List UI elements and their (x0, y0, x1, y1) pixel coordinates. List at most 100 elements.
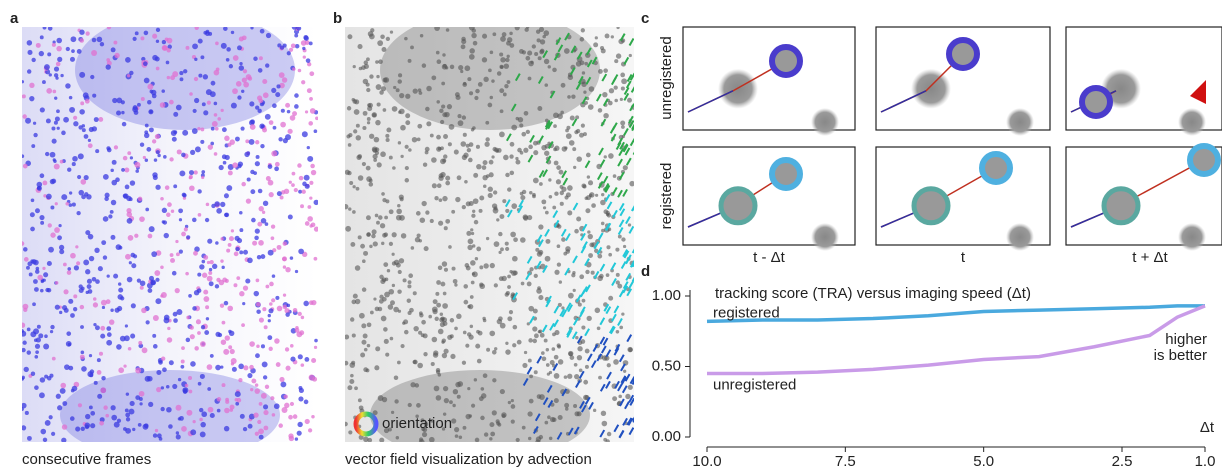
cell (128, 197, 133, 202)
cell (412, 291, 417, 296)
cell (112, 97, 118, 104)
vector (546, 295, 552, 304)
cell (106, 332, 112, 337)
vector (625, 254, 632, 263)
cell (589, 192, 595, 198)
cell (589, 242, 595, 248)
cell (280, 121, 286, 128)
cell (499, 109, 504, 114)
vector (592, 344, 599, 352)
cell (106, 339, 113, 346)
cell (532, 177, 539, 184)
vector (532, 426, 539, 434)
cell (155, 150, 160, 155)
cell (606, 363, 611, 368)
cell (487, 192, 493, 199)
vector (576, 51, 583, 60)
vector (629, 376, 634, 385)
cell (608, 88, 615, 94)
cell (97, 393, 103, 399)
cell (284, 347, 290, 352)
cell (99, 42, 105, 47)
cell (192, 43, 198, 50)
cell (26, 350, 32, 355)
cell (204, 217, 210, 223)
cell (83, 174, 89, 181)
cell (175, 431, 180, 435)
cell (128, 261, 132, 265)
cell (294, 43, 300, 49)
cell (245, 139, 250, 144)
cell (235, 81, 242, 87)
vector (585, 47, 592, 56)
cell (571, 94, 576, 99)
cell (439, 312, 444, 317)
cell (209, 412, 215, 419)
cell (25, 117, 32, 124)
vector (584, 396, 591, 405)
cell (45, 118, 51, 124)
cell (606, 245, 611, 250)
cell (303, 399, 309, 405)
cell (547, 415, 551, 419)
cell (179, 77, 184, 82)
cell (522, 362, 528, 369)
x-tick-label: 10.0 (692, 453, 721, 467)
cell (505, 57, 510, 63)
cell (198, 73, 203, 78)
cell (544, 118, 549, 123)
cell (212, 263, 218, 270)
vector (598, 147, 604, 156)
cell (548, 436, 553, 441)
cell (536, 288, 542, 294)
cell (385, 133, 390, 138)
cell (215, 364, 221, 371)
cell (360, 352, 366, 358)
cell (234, 391, 241, 398)
cell (362, 125, 367, 131)
cell (363, 63, 369, 70)
cell (156, 387, 162, 393)
cell (215, 41, 219, 46)
cell (22, 402, 27, 409)
cell (590, 270, 595, 275)
cell (355, 123, 360, 128)
cell (33, 279, 38, 284)
cell (475, 144, 480, 149)
cell (535, 29, 541, 34)
cell (220, 339, 227, 345)
cell (422, 427, 428, 433)
cell (608, 153, 614, 159)
vector (569, 67, 576, 76)
cell (88, 126, 94, 133)
cell (398, 194, 404, 200)
cell (412, 359, 418, 365)
cell (22, 377, 25, 381)
cell (504, 83, 509, 89)
cell (203, 255, 209, 260)
cell (567, 350, 574, 357)
cell (223, 425, 230, 432)
cell (600, 199, 606, 206)
cell (287, 214, 293, 220)
cell (255, 278, 260, 283)
cell (51, 178, 57, 184)
cell (567, 185, 573, 191)
cell (296, 430, 302, 436)
cell (221, 265, 225, 270)
cell (155, 277, 160, 282)
cell (408, 148, 412, 152)
cell (171, 136, 177, 142)
cell (415, 414, 419, 418)
vector (623, 250, 630, 259)
cell (65, 46, 70, 52)
cell (53, 73, 59, 78)
cell (494, 347, 498, 351)
cell (576, 354, 583, 361)
cell (47, 27, 53, 31)
cell (510, 404, 516, 409)
cell (551, 347, 556, 351)
cell (209, 354, 214, 358)
cell (148, 127, 154, 133)
cell (481, 57, 488, 63)
